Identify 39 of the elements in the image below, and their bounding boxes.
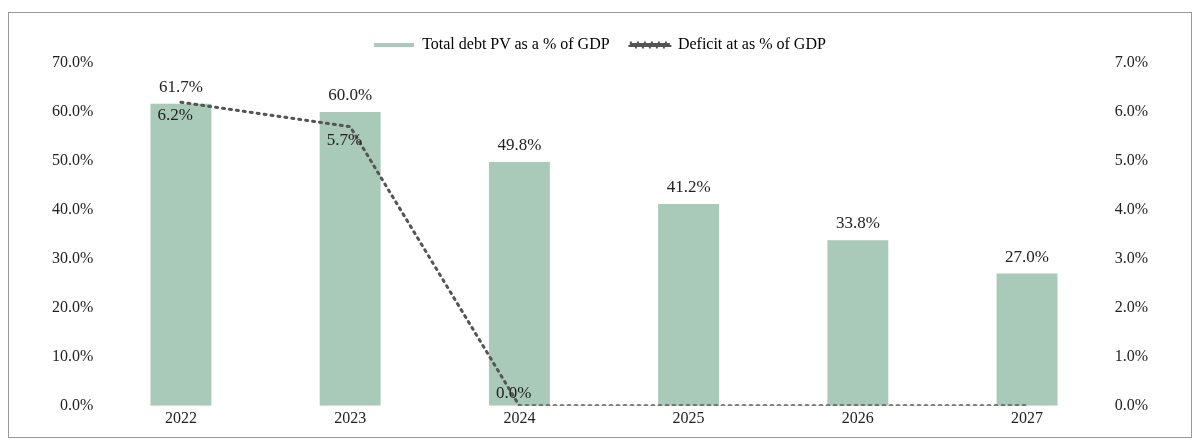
data-label: 5.7% [326,129,363,149]
y-tick-label: 70.0% [52,53,94,71]
x-tick-label: 2026 [841,408,874,426]
y2-tick-label: 4.0% [1114,200,1148,218]
y2-tick-label: 6.0% [1114,102,1148,120]
data-label: 0.0% [495,382,532,402]
data-label: 41.2% [666,177,711,197]
bar [827,240,889,406]
x-tick-label: 2022 [164,408,197,426]
bar [319,111,381,406]
y-tick-label: 30.0% [52,249,94,267]
y2-tick-label: 3.0% [1114,249,1148,267]
data-label: 60.0% [328,84,373,104]
data-label: 6.2% [157,105,193,125]
data-label: 61.7% [158,76,203,96]
x-tick-label: 2027 [1011,408,1044,426]
y2-tick-label: 1.0% [1114,347,1148,365]
y-tick-label: 20.0% [52,298,94,316]
bar [658,204,720,406]
legend-label: Total debt PV as a % of GDP [422,35,610,53]
y-tick-label: 40.0% [52,200,94,218]
bar [150,103,212,406]
x-tick-label: 2023 [334,408,367,426]
y2-tick-label: 7.0% [1114,53,1148,71]
legend-label: Deficit at as % of GDP [677,35,826,53]
y2-tick-label: 5.0% [1114,151,1148,169]
y-tick-label: 50.0% [52,151,94,169]
data-label: 33.8% [835,213,880,233]
x-tick-label: 2024 [503,408,536,426]
y-tick-label: 0.0% [60,396,94,413]
y-tick-label: 60.0% [52,102,94,120]
bar [996,273,1058,406]
y-tick-label: 10.0% [52,347,94,365]
y2-tick-label: 2.0% [1114,298,1148,316]
data-label: 27.0% [1005,246,1050,266]
data-label: 49.8% [497,134,542,154]
x-tick-label: 2025 [672,408,705,426]
bar [488,161,550,406]
y2-tick-label: 0.0% [1114,396,1148,413]
